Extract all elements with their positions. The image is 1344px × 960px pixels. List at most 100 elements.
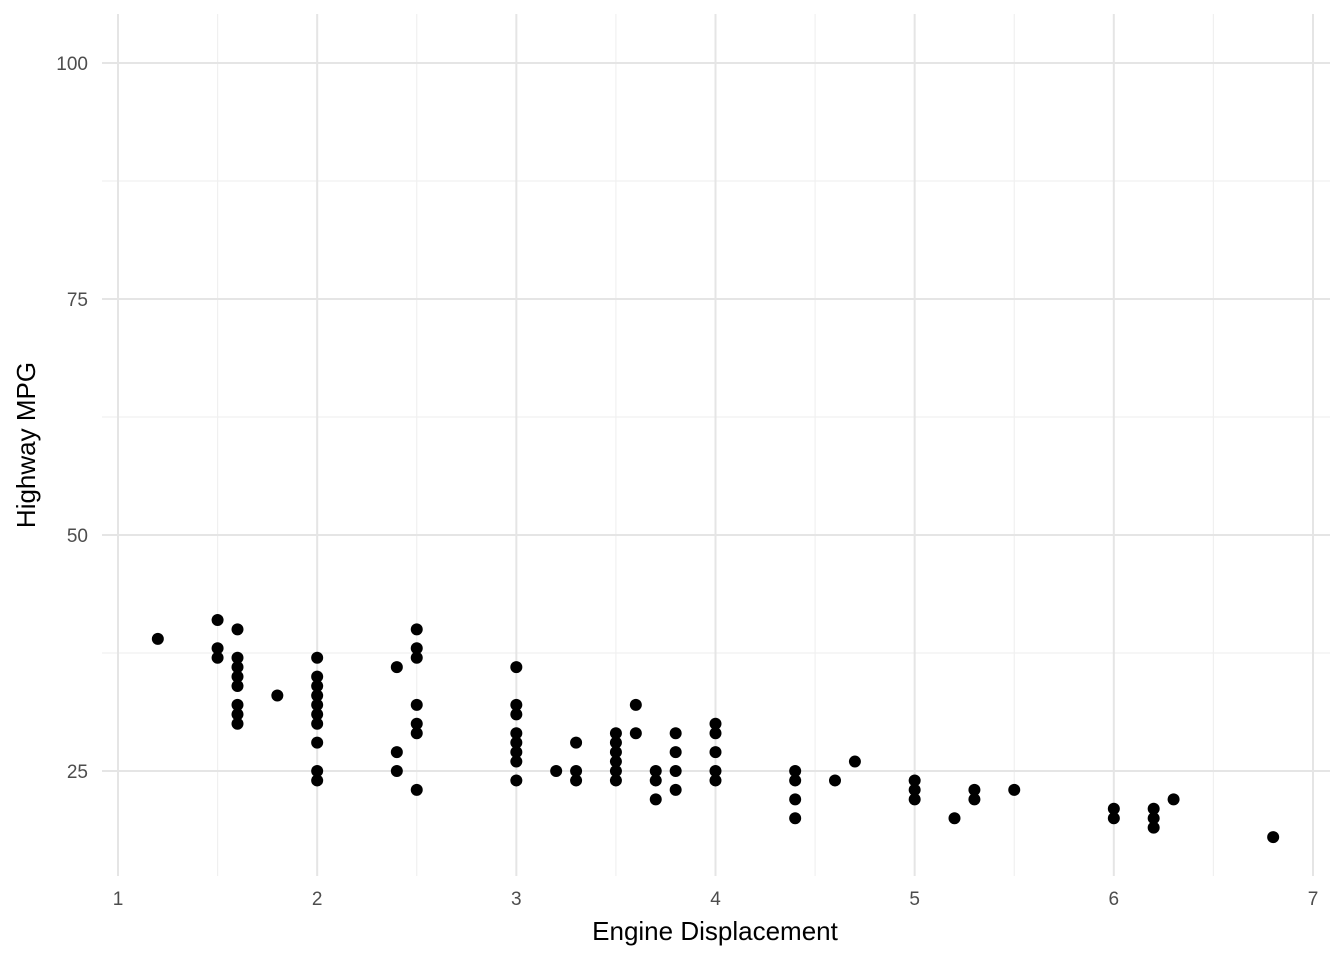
data-point [609, 765, 622, 777]
data-point [311, 651, 324, 664]
data-point [649, 793, 662, 806]
data-point [231, 680, 244, 693]
data-point [510, 746, 523, 759]
data-point [231, 661, 244, 674]
data-point [510, 698, 523, 711]
data-point [311, 736, 324, 749]
data-point [311, 680, 324, 693]
data-point [609, 746, 622, 759]
data-point [231, 698, 244, 711]
y-tick-label: 25 [67, 762, 88, 783]
data-point [231, 623, 244, 636]
data-point [609, 736, 622, 749]
data-point [410, 642, 423, 655]
data-point [211, 642, 224, 655]
x-tick-label: 6 [1109, 889, 1120, 910]
data-point [410, 717, 423, 730]
data-point [709, 774, 722, 787]
y-tick-label: 100 [56, 54, 88, 75]
data-point [709, 717, 722, 730]
data-point [410, 727, 423, 740]
tick-labels: 1 2 3 4 5 6 7 25 50 75 100 [56, 54, 1318, 910]
data-point [311, 765, 324, 777]
data-point [908, 774, 921, 787]
data-point [231, 651, 244, 664]
x-tick-label: 4 [710, 889, 721, 910]
x-tick-label: 3 [511, 889, 522, 910]
data-point [211, 613, 224, 626]
data-point [311, 698, 324, 711]
data-point [609, 755, 622, 768]
data-point [1267, 831, 1280, 844]
data-point [510, 661, 523, 674]
data-point [1147, 821, 1160, 834]
data-point [1147, 812, 1160, 825]
data-point [908, 793, 921, 806]
data-point [510, 708, 523, 721]
x-tick-label: 5 [909, 889, 920, 910]
x-axis-title: Engine Displacement [592, 916, 838, 946]
data-point [968, 783, 981, 796]
data-point [669, 783, 682, 796]
data-point [789, 765, 802, 777]
data-point [908, 783, 921, 796]
data-point [669, 765, 682, 777]
data-point [709, 727, 722, 740]
data-point [609, 774, 622, 787]
data-point [709, 765, 722, 777]
data-point [390, 746, 403, 759]
x-tick-label: 1 [113, 889, 124, 910]
data-point [211, 651, 224, 664]
data-point [231, 717, 244, 730]
data-point [410, 651, 423, 664]
data-point [629, 698, 642, 711]
data-point [510, 736, 523, 749]
data-points [151, 613, 1280, 844]
x-tick-label: 2 [312, 889, 323, 910]
data-point [649, 765, 662, 777]
data-point [271, 689, 284, 702]
data-point [709, 746, 722, 759]
data-point [669, 746, 682, 759]
data-point [789, 793, 802, 806]
data-point [789, 774, 802, 787]
data-point [1147, 802, 1160, 815]
data-point [311, 708, 324, 721]
data-point [609, 727, 622, 740]
data-point [570, 736, 583, 749]
data-point [829, 774, 841, 787]
data-point [1167, 793, 1180, 806]
data-point [1008, 783, 1021, 796]
data-point [510, 755, 523, 768]
data-point [231, 708, 244, 721]
data-point [649, 774, 662, 787]
data-point [311, 689, 324, 702]
data-point [410, 783, 423, 796]
data-point [968, 793, 981, 806]
data-point [390, 661, 403, 674]
data-point [410, 623, 423, 636]
data-point [390, 765, 403, 777]
data-point [1107, 802, 1120, 815]
data-point [1107, 812, 1120, 825]
data-point [231, 670, 244, 683]
data-point [948, 812, 961, 825]
x-tick-label: 7 [1308, 889, 1319, 910]
y-tick-label: 75 [67, 290, 88, 311]
data-point [311, 670, 324, 683]
data-point [151, 632, 164, 645]
data-point [570, 765, 583, 777]
y-tick-label: 50 [67, 526, 88, 547]
data-point [669, 727, 682, 740]
data-point [629, 727, 642, 740]
data-point [570, 774, 583, 787]
y-axis-title: Highway MPG [11, 362, 41, 528]
data-point [311, 717, 324, 730]
data-point [510, 727, 523, 740]
data-point [848, 755, 861, 768]
data-point [510, 774, 523, 787]
data-point [789, 812, 802, 825]
data-point [410, 698, 423, 711]
